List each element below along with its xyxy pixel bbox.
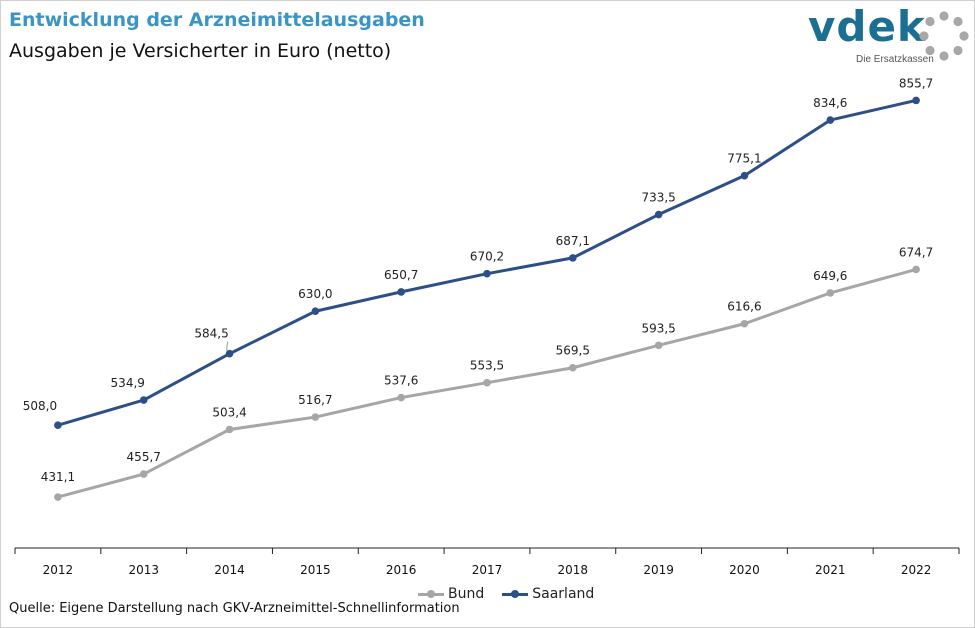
data-point-bund [569,363,577,372]
chart-subtitle: Ausgaben je Versicherter in Euro (netto) [9,40,392,62]
legend-item-saarland: Saarland [502,586,594,602]
data-label-bund: 616,6 [727,300,761,314]
data-point-saarland [569,254,577,262]
data-label-bund: 593,5 [641,321,675,335]
data-label-saarland: 733,5 [641,191,675,205]
legend-swatch-saarland [502,588,529,600]
data-point-saarland [397,288,405,296]
data-label-saarland: 775,1 [727,152,761,166]
x-tick-label: 2020 [729,563,760,577]
data-label-bund: 537,6 [384,374,418,388]
chart-legend: Bund Saarland [418,584,612,604]
x-tick-label: 2018 [558,563,589,577]
data-point-saarland [483,269,491,278]
x-tick-label: 2017 [472,563,503,577]
x-tick-label: 2015 [300,563,331,577]
logo-tagline: Die Ersatzkassen [856,54,934,65]
legend-swatch-bund [418,588,444,600]
dotted-ring-icon [919,11,969,61]
vdek-logo: vdek Die Ersatzkassen [806,2,971,70]
data-point-bund [826,289,835,297]
data-label-bund: 503,4 [212,405,246,419]
data-label-saarland: 630,0 [298,287,332,301]
data-label-saarland: 855,7 [899,76,933,90]
data-label-saarland: 508,0 [23,399,57,413]
label-leader-line [226,341,229,351]
data-point-saarland [311,307,320,316]
x-tick-label: 2013 [128,563,159,577]
legend-item-bund: Bund [418,586,484,602]
data-point-saarland [826,116,835,124]
data-point-saarland [912,96,920,105]
data-label-saarland: 687,1 [556,234,590,248]
data-label-saarland: 650,7 [384,268,418,282]
x-tick-label: 2014 [214,563,245,577]
data-point-saarland [225,349,234,358]
data-label-bund: 553,5 [470,359,504,373]
data-point-saarland [740,171,749,180]
data-label-bund: 455,7 [127,450,161,464]
data-point-bund [740,319,749,328]
data-label-bund: 569,5 [556,344,590,358]
data-point-saarland [54,421,62,429]
data-label-saarland: 534,9 [111,376,145,390]
legend-label-saarland: Saarland [532,586,595,602]
source-note: Quelle: Eigene Darstellung nach GKV-Arzn… [9,601,460,616]
data-label-bund: 649,6 [813,269,847,283]
legend-label-bund: Bund [448,586,485,602]
data-point-bund [912,265,920,274]
data-label-saarland: 834,6 [813,96,847,110]
x-tick-label: 2022 [901,563,932,577]
x-tick-label: 2016 [386,563,417,577]
data-label-bund: 516,7 [298,393,332,407]
data-point-bund [225,425,234,434]
data-label-bund: 674,7 [899,245,933,259]
data-point-saarland [139,396,148,404]
data-point-bund [54,493,62,501]
x-tick-label: 2019 [643,563,674,577]
data-point-bund [311,413,320,421]
data-point-bund [397,393,405,402]
data-point-bund [654,341,663,350]
data-label-saarland: 584,5 [194,327,228,341]
data-point-bund [483,378,491,387]
data-label-saarland: 670,2 [470,250,504,264]
logo-wordmark: vdek [808,2,926,51]
chart-title: Entwicklung der Arzneimittelausgaben [9,9,425,31]
data-label-bund: 431,1 [41,470,75,484]
x-tick-label: 2012 [43,563,74,577]
data-point-saarland [654,210,663,219]
data-point-bund [139,470,148,478]
x-tick-label: 2021 [815,563,846,577]
